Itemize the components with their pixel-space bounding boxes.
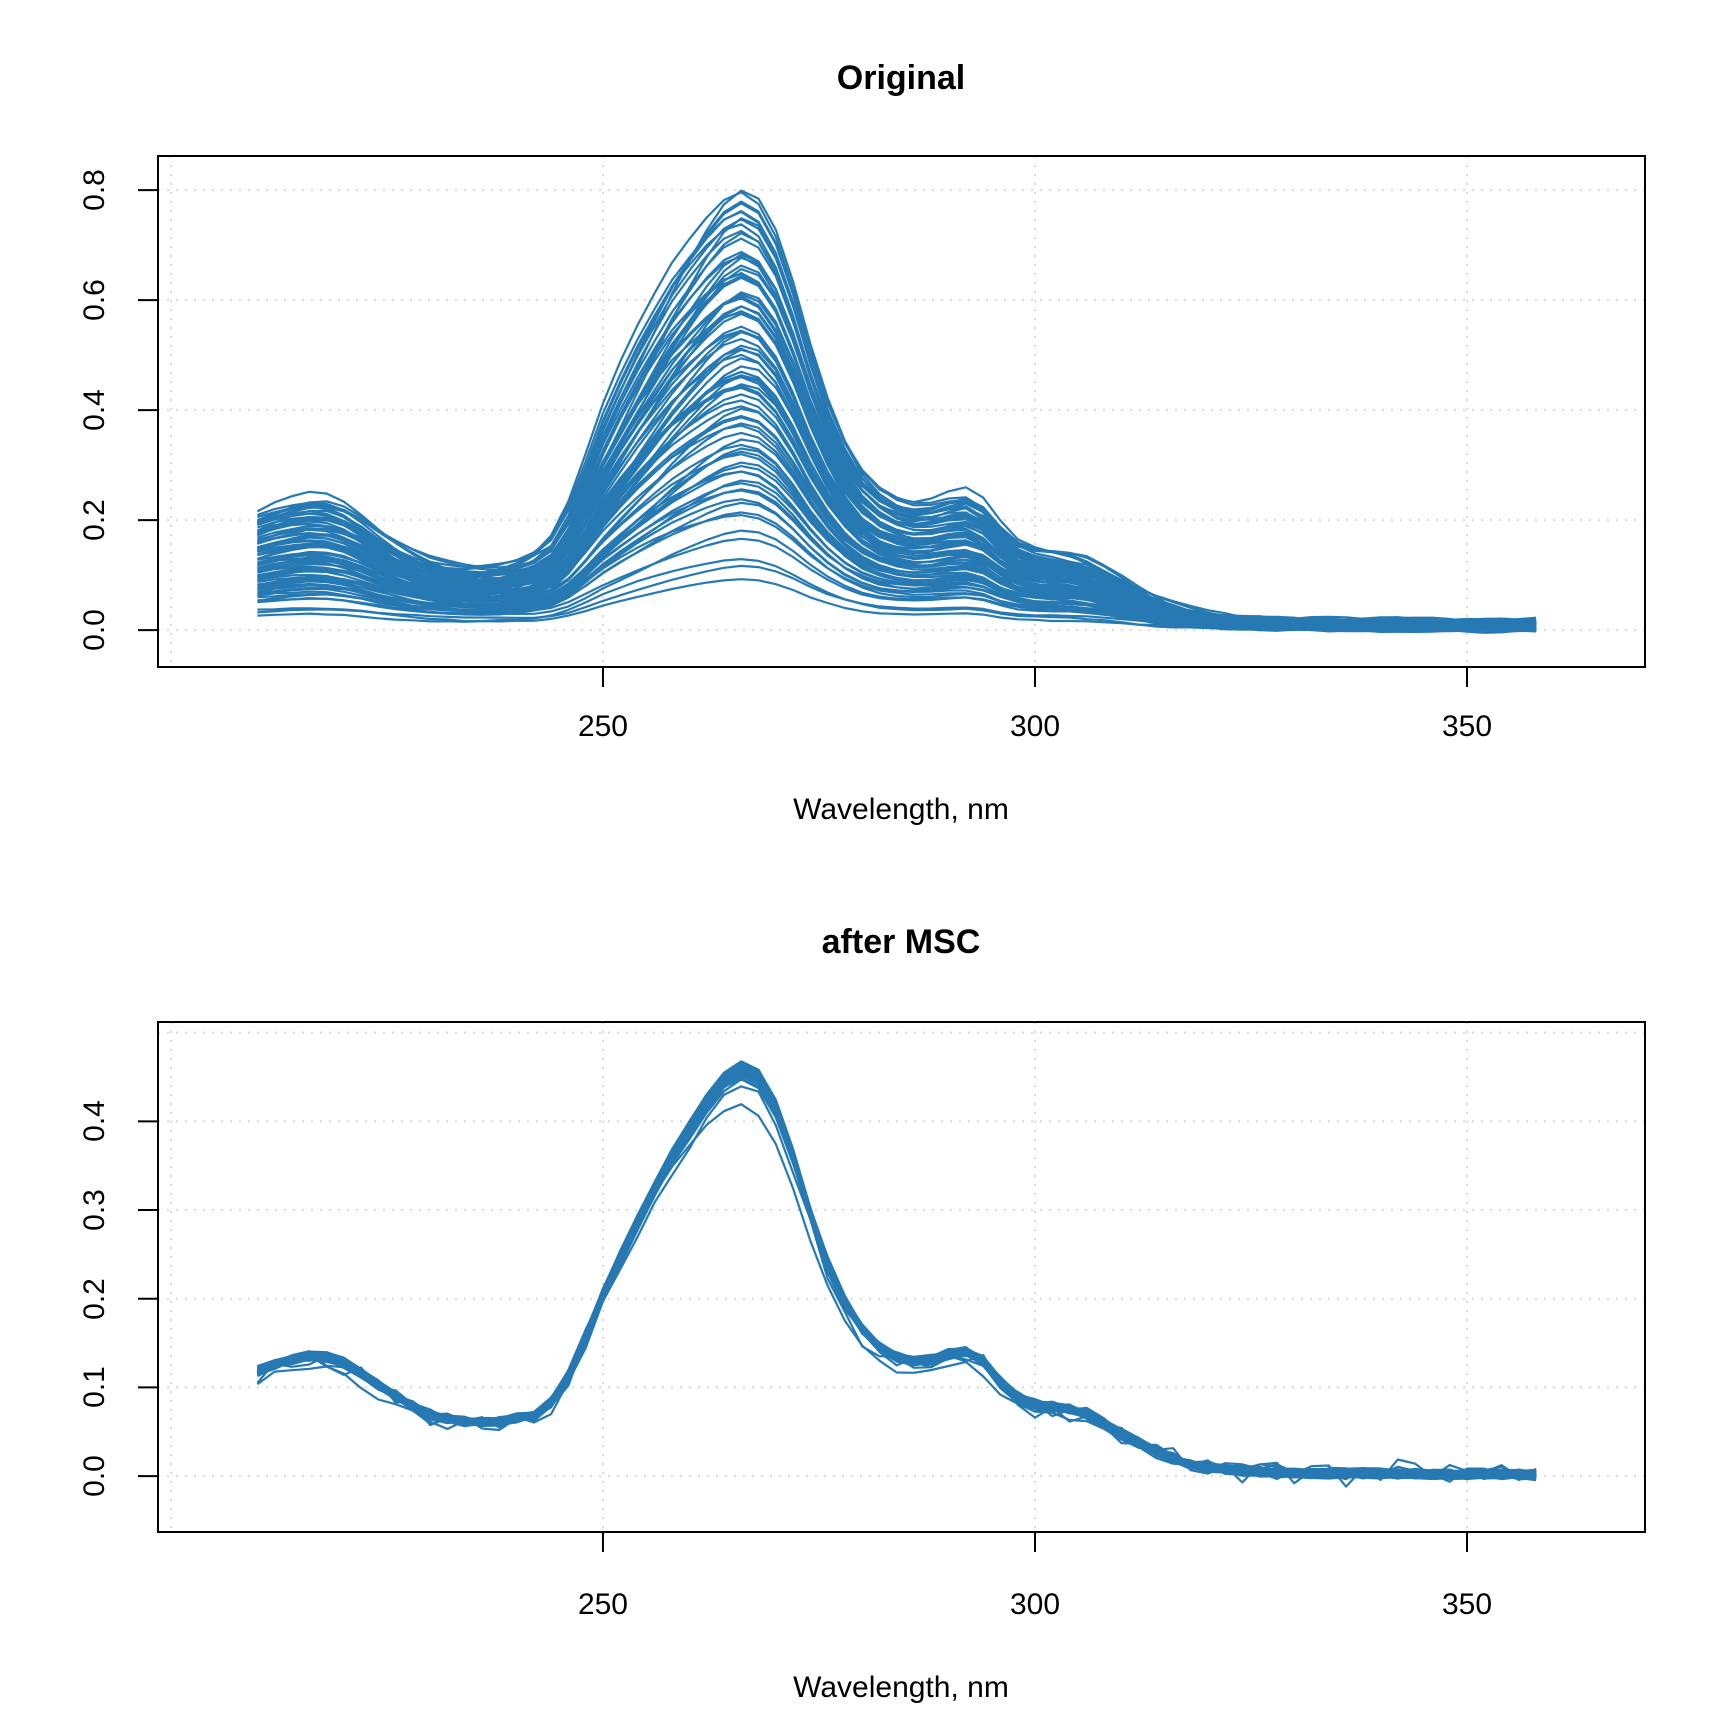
spectrum-line (257, 272, 1537, 630)
panel2-y-tick-label: 0.1 (78, 1366, 111, 1409)
panel1-y-tick-label: 0.6 (78, 279, 111, 321)
spectrum-line (257, 305, 1537, 631)
spectrum-line (256, 1063, 1537, 1479)
panel2-grid (158, 1022, 1645, 1532)
panel1-x-tick-label: 350 (1441, 710, 1493, 743)
panel1-y-tick-label: 0.2 (78, 499, 111, 541)
spectrum-line (257, 374, 1537, 633)
panel2-y-tick-label: 0.3 (78, 1189, 111, 1231)
panel2-spectra-lines (256, 1060, 1537, 1488)
panel1-y-tick-label: 0.8 (78, 169, 111, 211)
spectrum-line (257, 1073, 1537, 1479)
panel1-spectra-lines (256, 189, 1537, 634)
panel1-x-tick-label: 300 (1009, 710, 1061, 743)
spectrum-line (257, 200, 1537, 628)
panel2-x-tick-label: 350 (1441, 1588, 1493, 1621)
panel1-x-tick-label: 250 (577, 710, 628, 743)
spectrum-line (256, 1072, 1537, 1480)
panel1-y-tick-label: 0.0 (78, 609, 111, 651)
panel2-x-tick-label: 250 (577, 1588, 628, 1621)
panel2-y-tick-label: 0.0 (78, 1455, 111, 1497)
panel1-y-tick-label: 0.4 (78, 389, 111, 431)
spectrum-line (256, 1085, 1537, 1488)
spectrum-line (257, 1062, 1537, 1479)
spectrum-line (257, 325, 1537, 630)
panel2-title: after MSC (821, 923, 981, 961)
panel2-x-tick-label: 300 (1009, 1588, 1061, 1621)
panel2-axes (138, 1021, 1646, 1552)
panel1-xlabel: Wavelength, nm (793, 793, 1009, 826)
panel1-axes (138, 155, 1646, 687)
panel2-y-tick-label: 0.2 (78, 1277, 111, 1320)
spectrum-line (257, 329, 1537, 628)
panel2-y-tick-label: 0.4 (78, 1100, 111, 1143)
panel2-xlabel: Wavelength, nm (793, 1671, 1009, 1704)
panel1-title: Original (836, 59, 966, 97)
